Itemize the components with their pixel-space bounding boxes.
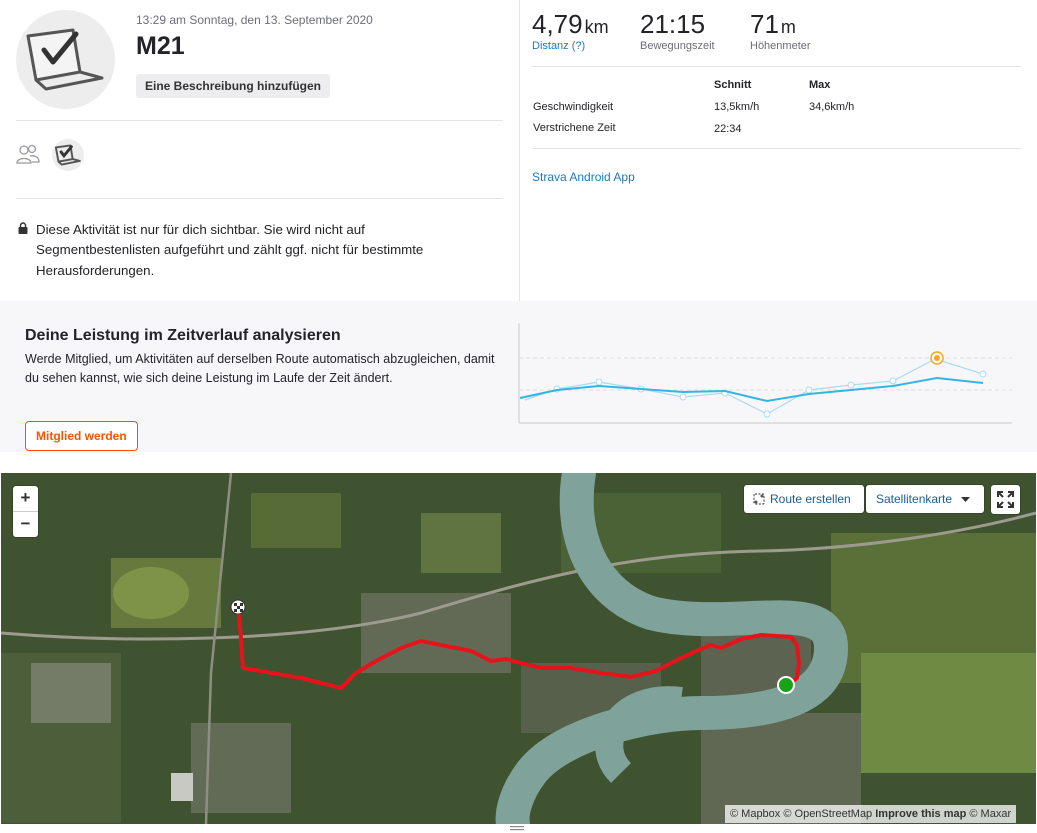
activity-title[interactable]: M21 [136, 32, 185, 60]
chart-point [679, 393, 687, 401]
elevation-unit: m [780, 17, 796, 37]
fullscreen-button[interactable] [991, 485, 1020, 514]
chart-point [889, 377, 897, 385]
map-road [1, 511, 1036, 641]
laptop-checkmark-icon [26, 28, 104, 91]
divider [16, 120, 503, 121]
device-link[interactable]: Strava Android App [532, 170, 635, 184]
zoom-control: + − [13, 486, 38, 537]
analysis-title: Deine Leistung im Zeitverlauf analysiere… [25, 327, 341, 344]
stat-moving-time: 21:15 Bewegungszeit [640, 9, 715, 52]
map-river-branch [595, 686, 683, 783]
speed-max: 34,6km/h [809, 101, 855, 113]
speed-avg: 13,5km/h [714, 101, 760, 113]
column-divider [519, 0, 520, 301]
resize-handle-icon[interactable] [510, 826, 524, 831]
chart-point [805, 386, 813, 394]
map-route-line [236, 605, 801, 690]
map-urban-area [31, 663, 111, 723]
row-label-speed: Geschwindigkeit [533, 101, 614, 113]
create-route-label: Route erstellen [770, 492, 851, 506]
map-attribution: © Mapbox © OpenStreetMap Improve this ma… [725, 805, 1017, 823]
distance-label[interactable]: Distanz (?) [532, 40, 586, 52]
chart-faint-line [524, 358, 984, 415]
people-icon[interactable] [16, 144, 40, 166]
stat-elevation: 71 m Höhenmeter [750, 9, 811, 52]
elevation-value: 71 [750, 9, 779, 39]
expand-icon [997, 491, 1014, 508]
chart-point [595, 378, 603, 386]
caret-down-icon [961, 497, 970, 502]
map-road [204, 473, 233, 824]
stat-distance: 4,79 km Distanz (?) [532, 9, 609, 52]
activity-datetime: 13:29 am Sonntag, den 13. September 2020 [136, 13, 373, 27]
row-label-elapsed: Verstrichene Zeit [533, 122, 616, 134]
attribution-maxar[interactable]: © Maxar [969, 808, 1012, 820]
zoom-in-button[interactable]: + [20, 488, 31, 507]
add-description-button[interactable]: Eine Beschreibung hinzufügen [136, 74, 331, 98]
create-route-button[interactable]: Route erstellen [744, 485, 864, 513]
chart-point [763, 410, 771, 418]
divider [532, 66, 1021, 67]
performance-preview-chart [518, 323, 1012, 424]
map-field [113, 567, 189, 619]
map-layer-label: Satellitenkarte [876, 492, 953, 506]
satellite-map-imagery [1, 473, 1036, 824]
attribution-mapbox[interactable]: © Mapbox [730, 808, 781, 820]
moving-time-value: 21:15 [640, 9, 706, 39]
map-field [421, 513, 501, 573]
chart-point [847, 381, 855, 389]
attribution-improve[interactable]: Improve this map [875, 808, 967, 820]
finish-marker[interactable] [230, 599, 246, 615]
attribution-osm[interactable]: © OpenStreetMap [783, 808, 873, 820]
map-building [171, 773, 193, 801]
divider [16, 198, 503, 199]
laptop-checkmark-icon [54, 144, 81, 166]
chart-point [979, 370, 987, 378]
moving-time-label: Bewegungszeit [640, 40, 715, 52]
map-river [495, 473, 849, 824]
distance-unit: km [584, 17, 609, 37]
zoom-out-button[interactable]: − [20, 514, 31, 533]
start-marker[interactable] [777, 676, 795, 694]
become-member-button[interactable]: Mitglied werden [25, 421, 138, 451]
route-map[interactable] [1, 473, 1036, 824]
lock-icon [18, 222, 28, 234]
distance-value: 4,79 [532, 9, 583, 39]
route-icon [753, 493, 765, 505]
col-header-avg: Schnitt [714, 79, 752, 91]
zoom-divider [13, 511, 38, 512]
chart-main-line [519, 376, 984, 403]
map-layer-select[interactable]: Satellitenkarte [866, 485, 984, 513]
divider [532, 148, 1021, 149]
col-header-max: Max [809, 79, 831, 91]
map-field [251, 493, 341, 548]
privacy-notice: Diese Aktivität ist nur für dich sichtba… [36, 222, 424, 278]
activity-type-badge [52, 139, 84, 171]
chart-highlight-point-core [934, 355, 940, 361]
map-field [861, 653, 1036, 773]
activity-avatar [16, 10, 115, 109]
analysis-text: Werde Mitglied, um Aktivitäten auf derse… [25, 352, 495, 385]
elevation-label: Höhenmeter [750, 40, 811, 52]
elapsed-avg: 22:34 [714, 123, 742, 135]
